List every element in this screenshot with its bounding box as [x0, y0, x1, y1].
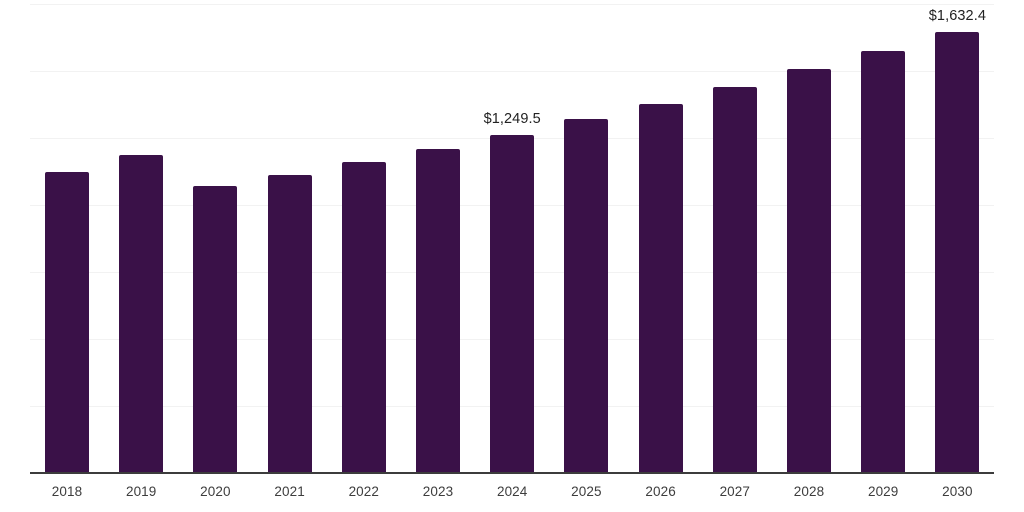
x-axis-line: [30, 472, 994, 474]
bar-2030[interactable]: [935, 32, 980, 472]
x-tick-2021: 2021: [274, 484, 305, 499]
x-tick-2022: 2022: [348, 484, 380, 499]
x-tick-2024: 2024: [496, 484, 528, 499]
gridline: [30, 71, 994, 72]
bar-2021[interactable]: [267, 175, 312, 472]
gridline: [30, 4, 994, 5]
x-tick-2023: 2023: [422, 484, 454, 499]
bar-2029[interactable]: [861, 51, 906, 472]
bar-2025[interactable]: [564, 119, 609, 472]
x-tick-2020: 2020: [200, 484, 231, 499]
bar-2028[interactable]: [787, 69, 831, 472]
bar-2026[interactable]: [638, 104, 683, 472]
bar-2019[interactable]: [119, 155, 164, 472]
bar-2024[interactable]: [490, 135, 535, 472]
bar-2018[interactable]: [45, 172, 89, 472]
bar-2020[interactable]: [193, 186, 238, 472]
x-tick-2025: 2025: [571, 484, 602, 499]
bar-value-label-2030: $1,632.4: [928, 8, 987, 24]
x-tick-2029: 2029: [867, 484, 899, 499]
bar-value-label-2024: $1,249.5: [483, 111, 541, 127]
x-tick-2030: 2030: [942, 484, 973, 499]
bar-2022[interactable]: [341, 162, 386, 472]
x-tick-2019: 2019: [125, 484, 157, 499]
bar-2027[interactable]: [712, 87, 757, 472]
x-tick-2028: 2028: [793, 484, 825, 499]
x-tick-2027: 2027: [719, 484, 751, 499]
x-tick-2018: 2018: [51, 484, 83, 499]
x-tick-2026: 2026: [645, 484, 676, 499]
bar-2023[interactable]: [416, 149, 460, 472]
